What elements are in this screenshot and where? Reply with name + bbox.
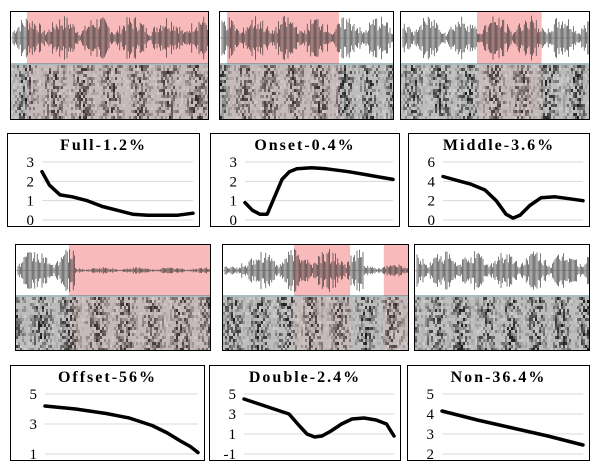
spectrogram [16,297,210,350]
chart-svg-middle: 0 2 4 6 [428,155,585,227]
chart-panel-middle: Middle-3.6% 0 2 4 6 [408,133,590,227]
series-line [242,397,396,439]
spectrogram-svg-middle [401,12,589,119]
spectrogram-panel-middle [400,11,590,120]
y-tick-label: 3 [230,155,238,171]
spectrogram-panel-non [414,244,590,351]
series-line [40,169,195,217]
series-line [43,404,200,455]
spectrogram [11,65,208,119]
series-line [441,174,585,220]
chart-svg-onset: 0 1 2 3 [230,155,395,227]
chart-panel-double: Double-2.4% -1 1 3 5 [209,365,401,461]
y-tick-label: 2 [427,447,435,461]
y-tick-label: 5 [427,387,435,403]
spectrogram-panel-full [10,11,209,120]
y-tick-label: -1 [224,447,237,461]
y-tick-label: 1 [230,194,238,210]
y-tick-label: 0 [230,213,238,227]
chart-svg-offset: 1 3 5 [30,387,200,461]
chart-title: Double-2.4% [248,369,362,386]
y-tick-label: 3 [30,417,38,433]
y-tick-label: 2 [27,174,35,190]
chart-title: Middle-3.6% [442,137,556,154]
chart-title: Offset-56% [57,369,158,386]
y-tick-label: 3 [229,407,237,423]
spectrogram [401,65,589,119]
spectrogram-svg-double [223,245,408,350]
y-tick-label: 5 [30,387,38,403]
y-tick-label: 4 [428,174,436,190]
y-tick-label: 0 [428,213,436,227]
spectrogram-panel-double [222,244,409,351]
series-line [243,166,395,216]
chart-title: Non-36.4% [450,369,547,386]
y-tick-label: 3 [27,155,35,171]
chart-panel-offset: Offset-56% 1 3 5 [10,365,205,461]
spectrogram [223,297,408,350]
chart-title: Onset-0.4% [254,137,356,154]
chart-svg-double: -1 1 3 5 [224,387,396,461]
chart-panel-onset: Onset-0.4% 0 1 2 3 [210,133,400,227]
y-tick-label: 6 [428,155,436,171]
y-tick-label: 5 [229,387,237,403]
spectrogram-svg-offset [16,245,210,350]
spectrogram-svg-full [11,12,208,119]
y-tick-label: 4 [427,407,435,423]
chart-panel-full: Full-1.2% 0 1 2 3 [7,133,200,227]
spectrogram-panel-onset [219,11,394,120]
spectrogram-svg-onset [220,12,393,119]
spectrogram [415,297,589,350]
y-tick-label: 1 [27,194,35,210]
series-line [440,409,585,447]
chart-svg-non: 2 3 4 5 [427,387,585,461]
spectrogram-panel-offset [15,244,211,351]
y-tick-label: 3 [427,427,435,443]
chart-svg-full: 0 1 2 3 [27,155,195,227]
y-tick-label: 2 [428,194,436,210]
y-tick-label: 2 [230,174,238,190]
spectrogram [220,65,393,119]
y-tick-label: 1 [229,427,237,443]
chart-title: Full-1.2% [60,137,147,154]
chart-panel-non: Non-36.4% 2 3 4 5 [407,365,590,461]
y-tick-label: 1 [30,447,38,461]
y-tick-label: 0 [27,213,35,227]
spectrogram-svg-non [415,251,589,350]
